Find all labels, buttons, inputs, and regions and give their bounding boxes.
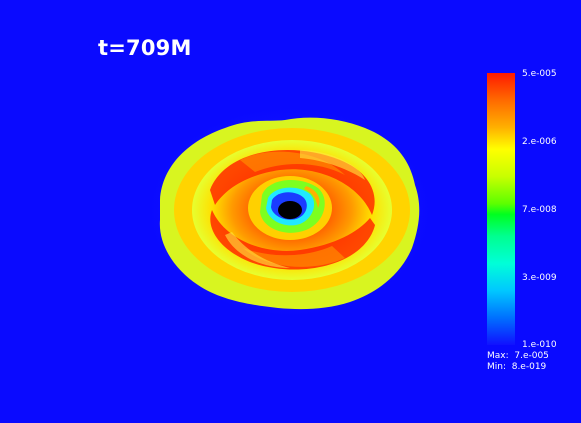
- min-value-label: Min: 8.e-019: [487, 362, 547, 372]
- inner-orange-streak: [304, 186, 320, 208]
- colorbar-tick-min: 1.e-010: [522, 340, 557, 350]
- colorbar: [487, 73, 515, 345]
- colorbar-tick-3: 7.e-008: [522, 205, 557, 215]
- streak-1: [300, 150, 365, 180]
- black-hole: [278, 201, 302, 219]
- spiral-arm-3: [240, 151, 345, 175]
- colorbar-tick-max: 5.e-005: [522, 69, 557, 79]
- colorbar-tick-2: 2.e-006: [522, 137, 557, 147]
- colorbar-tick-4: 3.e-009: [522, 273, 557, 283]
- max-value-label: Max: 7.e-005: [487, 351, 549, 361]
- time-label: t=709M: [98, 36, 192, 60]
- streak-2: [225, 232, 290, 268]
